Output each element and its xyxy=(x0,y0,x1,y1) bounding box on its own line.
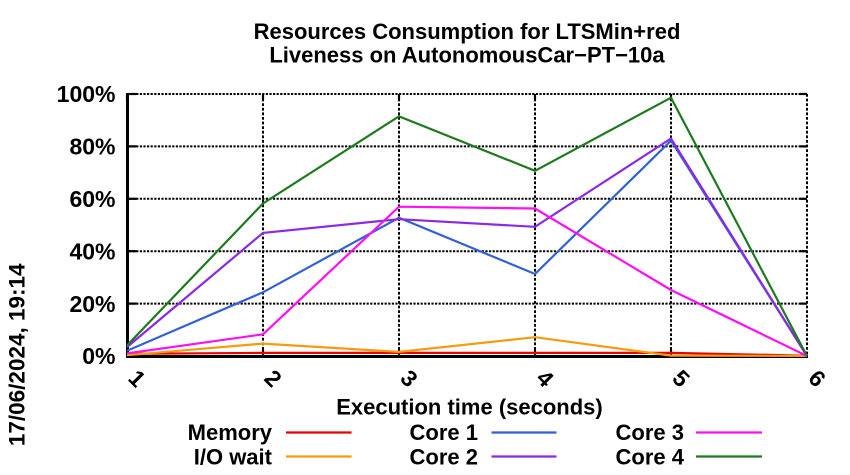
svg-text:80%: 80% xyxy=(69,134,115,160)
svg-text:0%: 0% xyxy=(82,343,115,369)
svg-text:Core 3: Core 3 xyxy=(616,420,684,445)
svg-text:Core 1: Core 1 xyxy=(410,420,478,445)
svg-text:Core 4: Core 4 xyxy=(616,445,685,470)
svg-text:Liveness on AutonomousCar−PT−1: Liveness on AutonomousCar−PT−10a xyxy=(269,43,665,68)
svg-text:60%: 60% xyxy=(69,186,115,212)
svg-text:100%: 100% xyxy=(57,81,116,107)
svg-text:Memory: Memory xyxy=(188,420,273,445)
svg-text:20%: 20% xyxy=(69,291,115,317)
svg-text:40%: 40% xyxy=(69,238,115,264)
svg-text:I/O wait: I/O wait xyxy=(194,445,273,470)
svg-text:Resources Consumption for LTSM: Resources Consumption for LTSMin+red xyxy=(254,19,681,44)
svg-text:17/06/2024, 19:14: 17/06/2024, 19:14 xyxy=(5,263,30,446)
svg-text:Execution time (seconds): Execution time (seconds) xyxy=(336,395,603,420)
svg-text:Core 2: Core 2 xyxy=(410,445,478,470)
